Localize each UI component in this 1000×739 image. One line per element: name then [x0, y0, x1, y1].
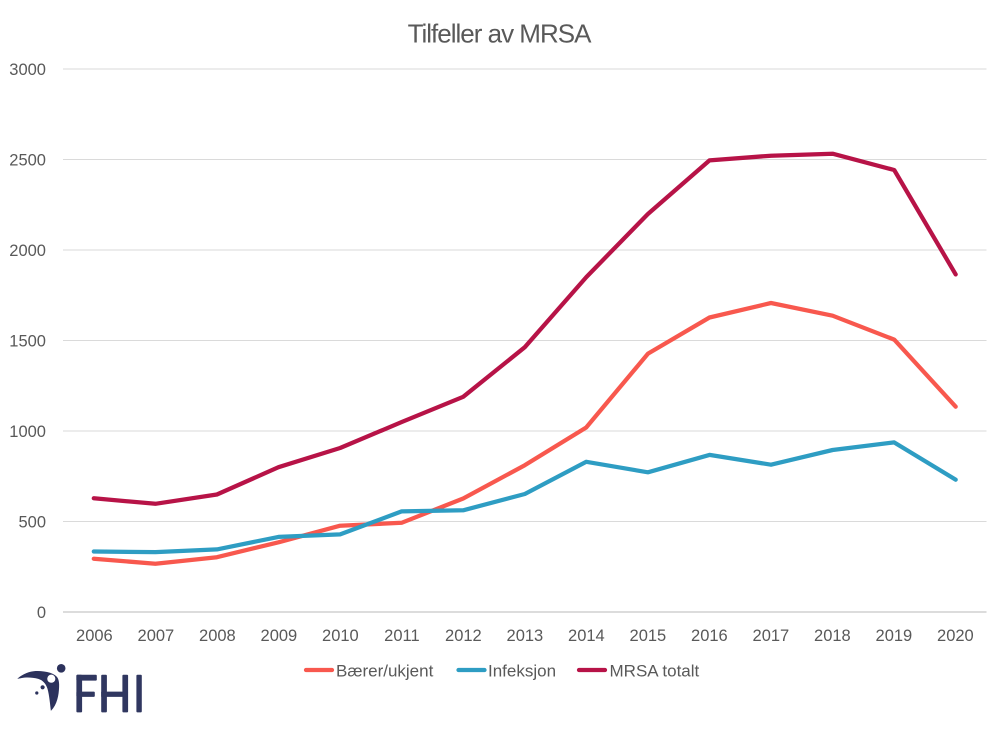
svg-text:1500: 1500 — [9, 332, 46, 350]
svg-text:Bærer/ukjent: Bærer/ukjent — [336, 661, 434, 680]
svg-text:2000: 2000 — [9, 242, 46, 260]
svg-text:Tilfeller av MRSA: Tilfeller av MRSA — [408, 18, 593, 48]
svg-text:2012: 2012 — [445, 627, 482, 645]
svg-text:2006: 2006 — [76, 627, 113, 645]
svg-text:2015: 2015 — [630, 627, 667, 645]
svg-text:MRSA totalt: MRSA totalt — [610, 661, 700, 680]
svg-text:2014: 2014 — [568, 627, 605, 645]
svg-text:2500: 2500 — [9, 151, 46, 169]
svg-text:2013: 2013 — [507, 627, 544, 645]
svg-text:2009: 2009 — [261, 627, 298, 645]
svg-text:2018: 2018 — [814, 627, 851, 645]
svg-text:2008: 2008 — [199, 627, 236, 645]
svg-text:Infeksjon: Infeksjon — [488, 661, 556, 680]
svg-text:500: 500 — [18, 513, 46, 531]
svg-text:2016: 2016 — [691, 627, 728, 645]
svg-text:1000: 1000 — [9, 423, 46, 441]
svg-text:2017: 2017 — [753, 627, 790, 645]
svg-text:2020: 2020 — [937, 627, 974, 645]
svg-text:3000: 3000 — [9, 61, 46, 79]
svg-text:0: 0 — [37, 604, 46, 622]
svg-text:2011: 2011 — [384, 627, 419, 645]
svg-text:2007: 2007 — [138, 627, 175, 645]
svg-text:2010: 2010 — [322, 627, 359, 645]
svg-text:2019: 2019 — [876, 627, 913, 645]
